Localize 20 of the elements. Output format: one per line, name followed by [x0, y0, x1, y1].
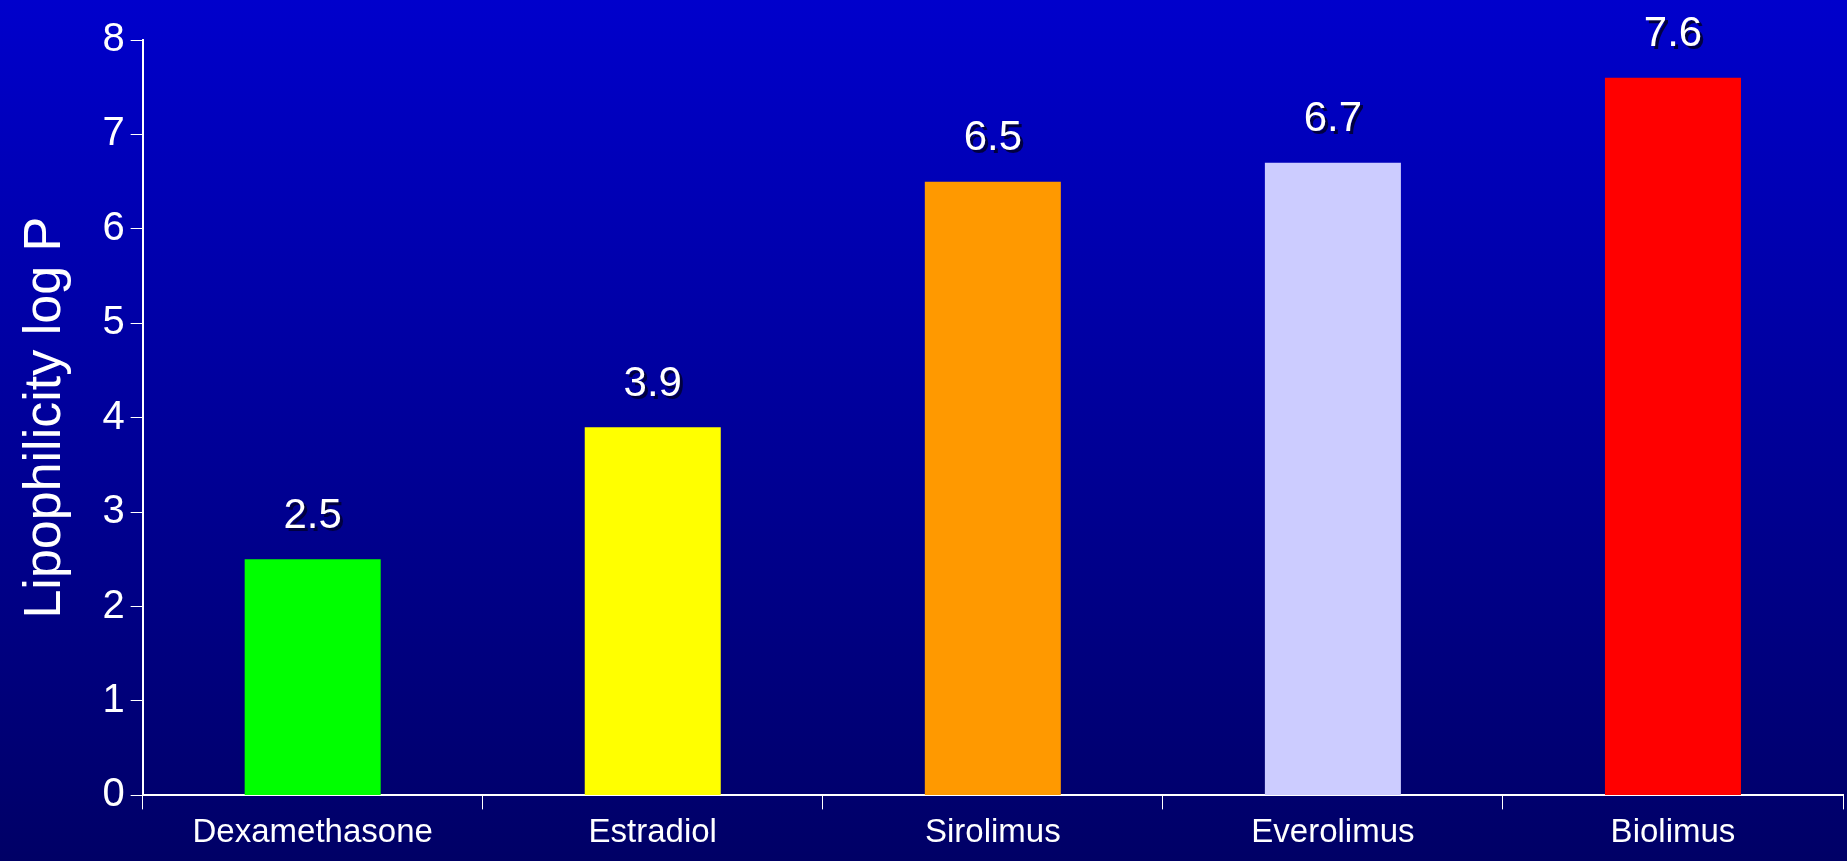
y-tick-label: 1 [102, 676, 125, 721]
y-tick-label: 7 [102, 109, 125, 154]
data-label: 6.7 [1306, 96, 1366, 144]
data-label: 3.9 [626, 360, 685, 408]
y-tick-label: 0 [102, 770, 125, 815]
x-tick-label: Dexamethasone [192, 812, 433, 850]
y-tick-label: 5 [102, 298, 125, 343]
x-tick-label: Estradiol [588, 812, 717, 850]
x-tick-label: Sirolimus [924, 812, 1061, 850]
data-label: 6.5 [966, 115, 1026, 163]
data-label: 7.6 [1646, 11, 1706, 59]
x-tick-label: Everolimus [1251, 812, 1415, 850]
data-label: 2.5 [286, 492, 345, 540]
x-tick-label: Biolimus [1610, 812, 1736, 850]
y-tick-label: 8 [102, 15, 125, 60]
y-tick-label: 3 [102, 487, 125, 532]
y-tick-label: 6 [102, 203, 125, 248]
y-tick-label: 2 [102, 581, 125, 626]
y-axis-title: Lipophilicity log P [12, 216, 71, 619]
y-tick-label: 4 [102, 392, 125, 437]
